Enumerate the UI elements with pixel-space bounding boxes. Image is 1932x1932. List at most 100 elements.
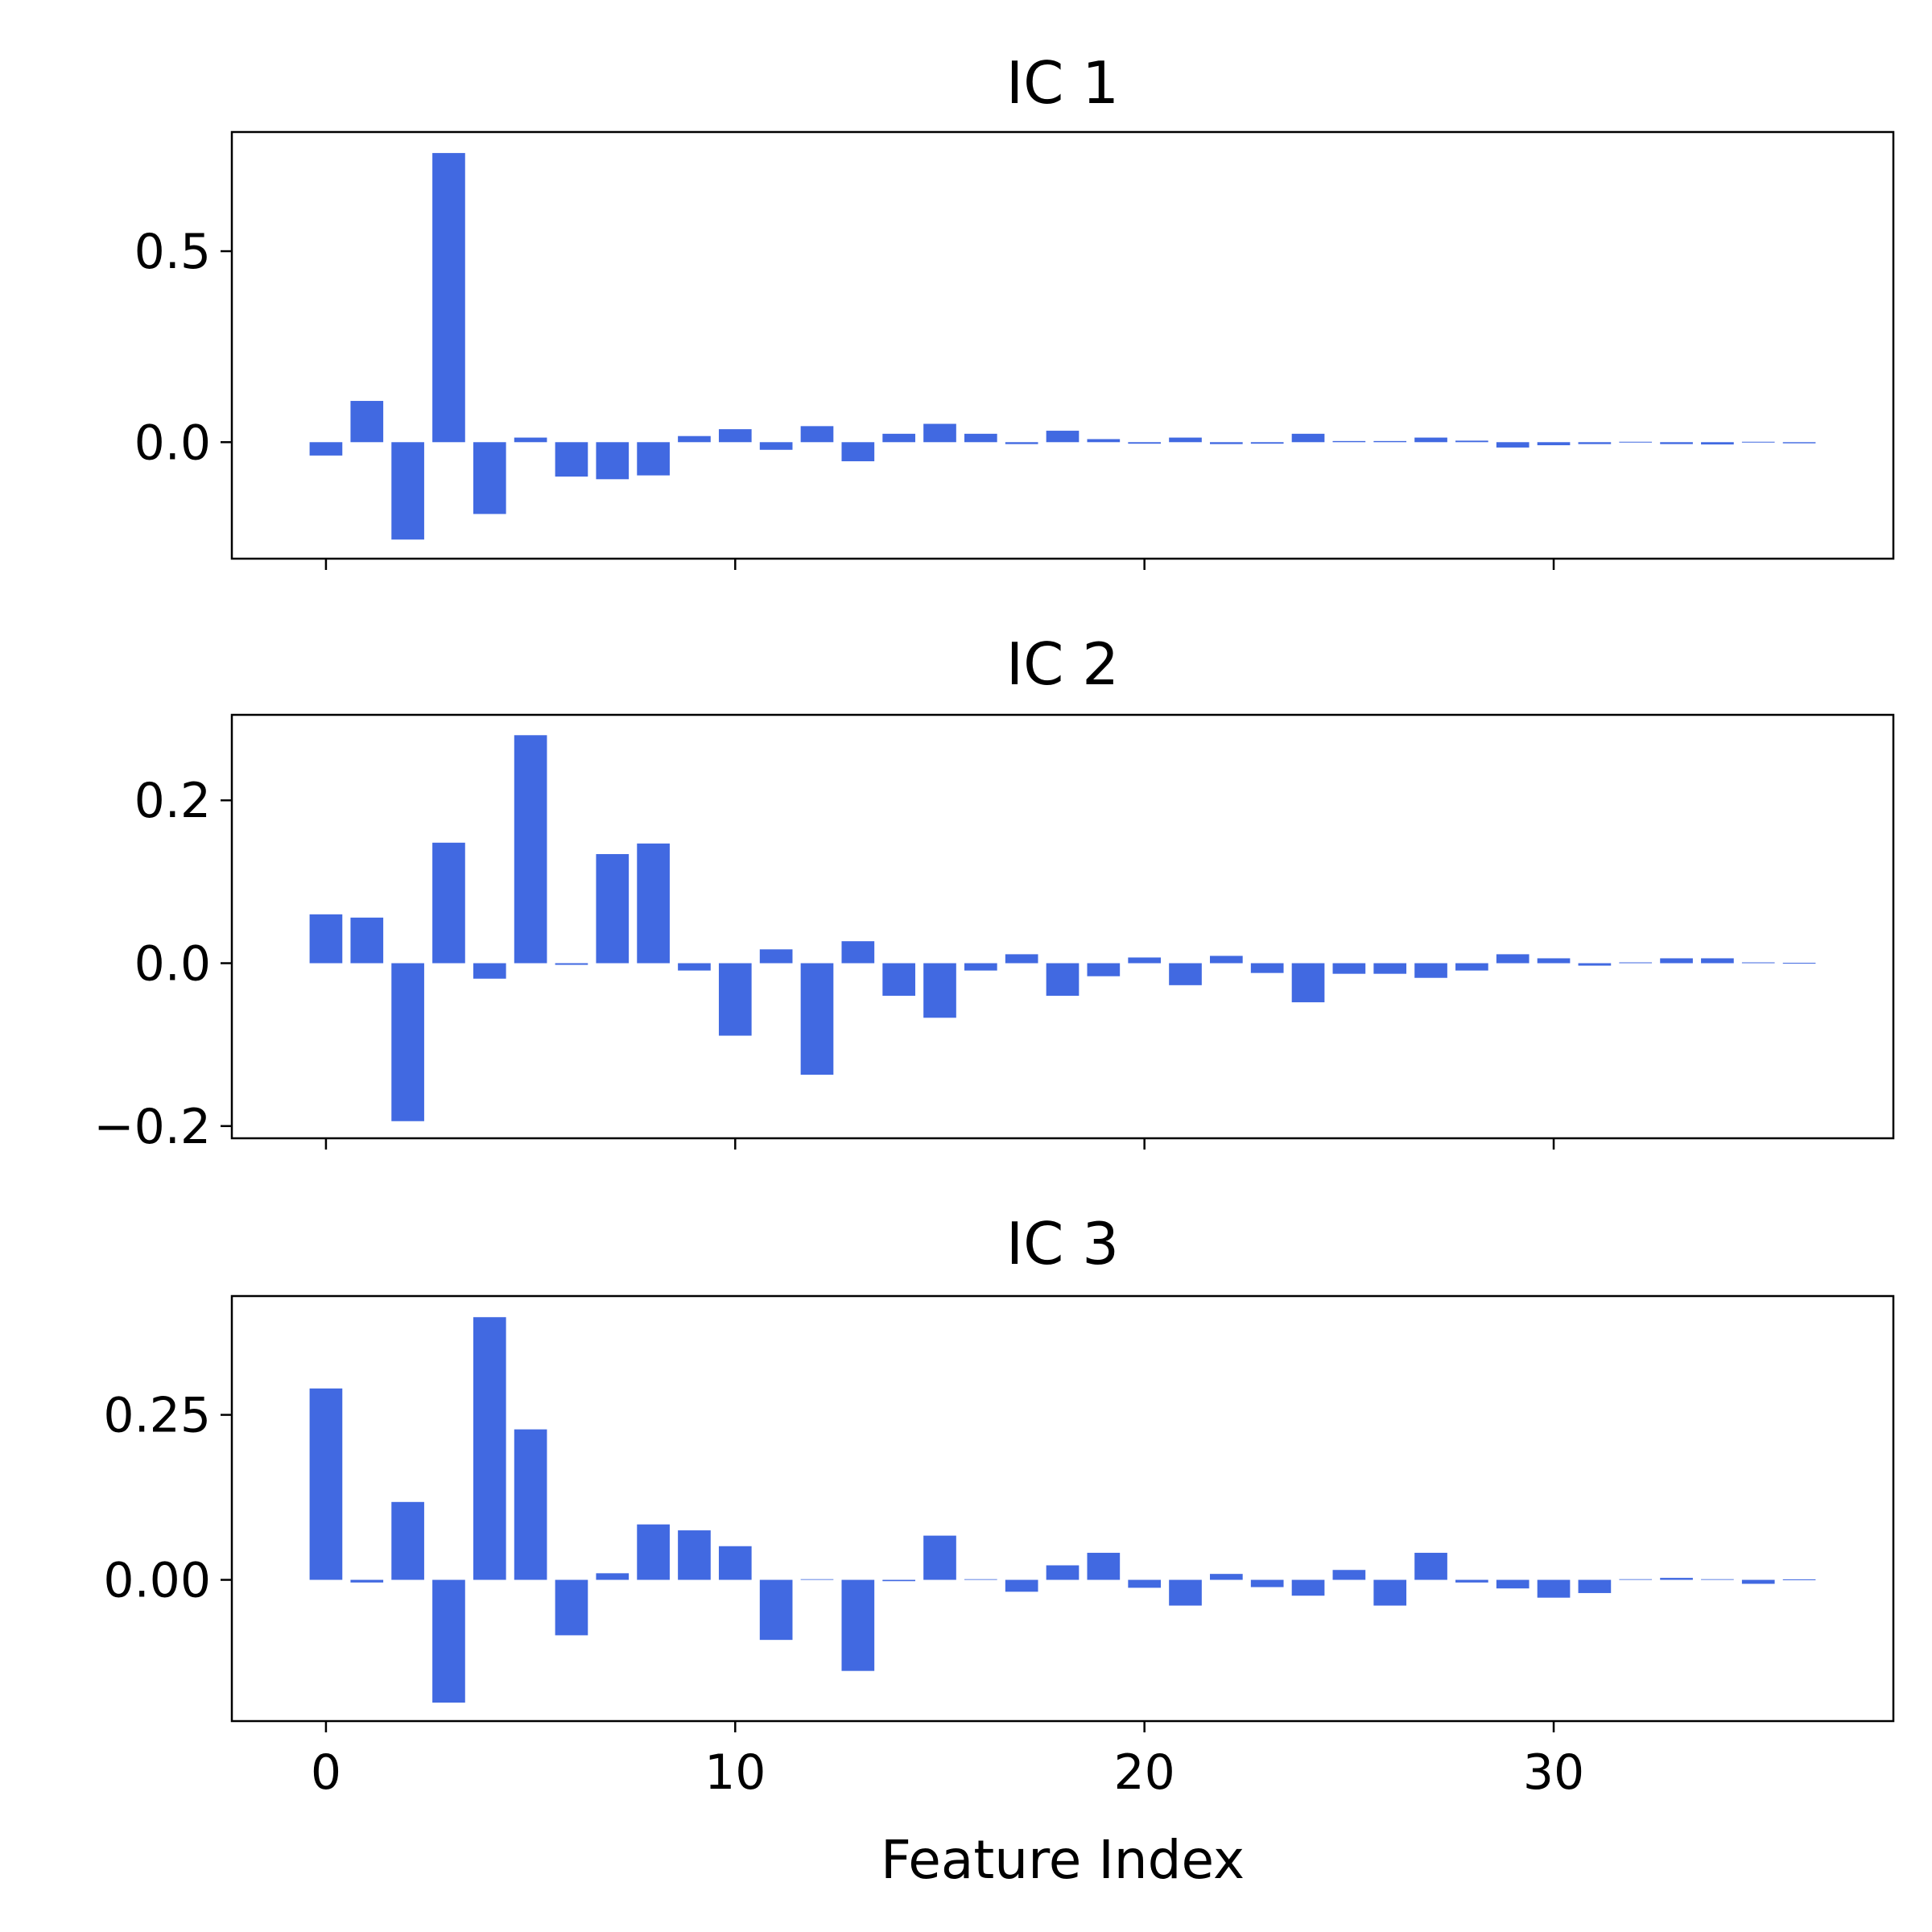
bar — [309, 1388, 343, 1580]
bar — [1291, 433, 1325, 443]
bar — [1782, 442, 1816, 444]
bar — [718, 429, 752, 443]
bar — [1005, 954, 1038, 964]
bar — [1496, 954, 1530, 964]
bar — [800, 963, 834, 1075]
bar — [882, 963, 915, 996]
bar — [514, 735, 547, 964]
bar — [964, 1579, 997, 1580]
bar — [1169, 963, 1202, 985]
x-tick-label: 0 — [311, 1744, 341, 1801]
bar — [1701, 1579, 1734, 1580]
panel-title: IC 2 — [1006, 630, 1119, 698]
bar — [678, 963, 711, 971]
bar — [759, 1579, 793, 1641]
bar — [1046, 431, 1080, 443]
bar — [1414, 437, 1447, 443]
bar — [1210, 442, 1243, 444]
bar — [1373, 1579, 1407, 1606]
bar — [350, 917, 384, 964]
x-tick-label: 30 — [1523, 1744, 1584, 1801]
bar — [1087, 439, 1121, 443]
bar — [1741, 1579, 1775, 1584]
bar — [637, 843, 670, 964]
bar — [1455, 963, 1488, 971]
panel-ic2: IC 2 −0.2 0.0 0.2 — [93, 630, 1895, 1155]
bar — [309, 914, 343, 964]
bar — [1332, 440, 1366, 443]
bar — [555, 963, 588, 965]
bar — [1619, 1579, 1653, 1580]
bar — [309, 442, 343, 456]
bar — [1741, 962, 1775, 964]
bar — [596, 853, 630, 964]
bar — [1291, 963, 1325, 1003]
bar — [1701, 958, 1734, 964]
bar — [1169, 1579, 1202, 1606]
bar — [596, 442, 630, 480]
bar — [1537, 442, 1571, 446]
bar — [1619, 962, 1653, 964]
bar — [800, 1579, 834, 1580]
bar — [1332, 963, 1366, 974]
x-tick-label: 10 — [704, 1744, 766, 1801]
bar — [1578, 1579, 1612, 1593]
bar — [841, 941, 875, 964]
bar — [350, 1579, 384, 1583]
bar — [759, 442, 793, 450]
bar-group — [309, 735, 1816, 1121]
bar — [1128, 1579, 1162, 1588]
bar — [1455, 440, 1488, 443]
bar — [1169, 437, 1202, 443]
bar — [923, 963, 956, 1018]
bar — [1087, 1552, 1121, 1580]
bar — [432, 153, 465, 443]
bar — [759, 949, 793, 964]
bar — [964, 963, 997, 971]
bar — [1250, 442, 1284, 444]
y-tick-label: −0.2 — [93, 1099, 211, 1155]
tick-group: 0.00 0.25 0 10 20 30 — [103, 1388, 1584, 1801]
bar — [1414, 963, 1447, 978]
plot-frame — [230, 1294, 1895, 1723]
bar — [1210, 956, 1243, 964]
bar — [841, 1579, 875, 1671]
bar — [637, 1524, 670, 1580]
y-tick-label: 0.0 — [134, 936, 211, 993]
bar — [555, 1579, 588, 1636]
bar — [1210, 1574, 1243, 1580]
bar — [1250, 963, 1284, 973]
bar — [718, 963, 752, 1036]
bar — [1578, 963, 1612, 966]
bar — [718, 1546, 752, 1580]
bar — [473, 442, 506, 514]
y-tick-label: 0.00 — [103, 1553, 211, 1609]
bar — [1046, 963, 1080, 996]
bar — [1046, 1565, 1080, 1580]
bar — [473, 1317, 506, 1580]
bar — [1291, 1579, 1325, 1596]
bar — [391, 442, 424, 540]
bar — [596, 1573, 630, 1580]
bar — [1537, 1579, 1571, 1598]
bar — [473, 963, 506, 979]
bar — [1414, 1552, 1447, 1580]
bar — [678, 436, 711, 443]
bar — [1578, 442, 1612, 444]
bar — [964, 433, 997, 443]
bar — [1373, 963, 1407, 974]
plot-frame — [230, 130, 1895, 560]
y-tick-label: 0.5 — [134, 224, 211, 280]
bar — [1496, 442, 1530, 448]
panel-ic3: IC 3 0.00 0.25 0 10 20 30 Feature Index — [103, 1210, 1895, 1891]
bar — [432, 1579, 465, 1703]
bar — [1496, 1579, 1530, 1589]
bar — [1087, 963, 1121, 976]
bar — [678, 1530, 711, 1580]
tick-group: 0.0 0.5 — [134, 224, 1555, 570]
y-tick-label: 0.2 — [134, 773, 211, 829]
bar — [882, 433, 915, 443]
bar-group — [309, 153, 1816, 540]
panel-title: IC 3 — [1006, 1210, 1119, 1278]
panel-ic1: IC 1 0.0 0.5 — [134, 49, 1895, 570]
